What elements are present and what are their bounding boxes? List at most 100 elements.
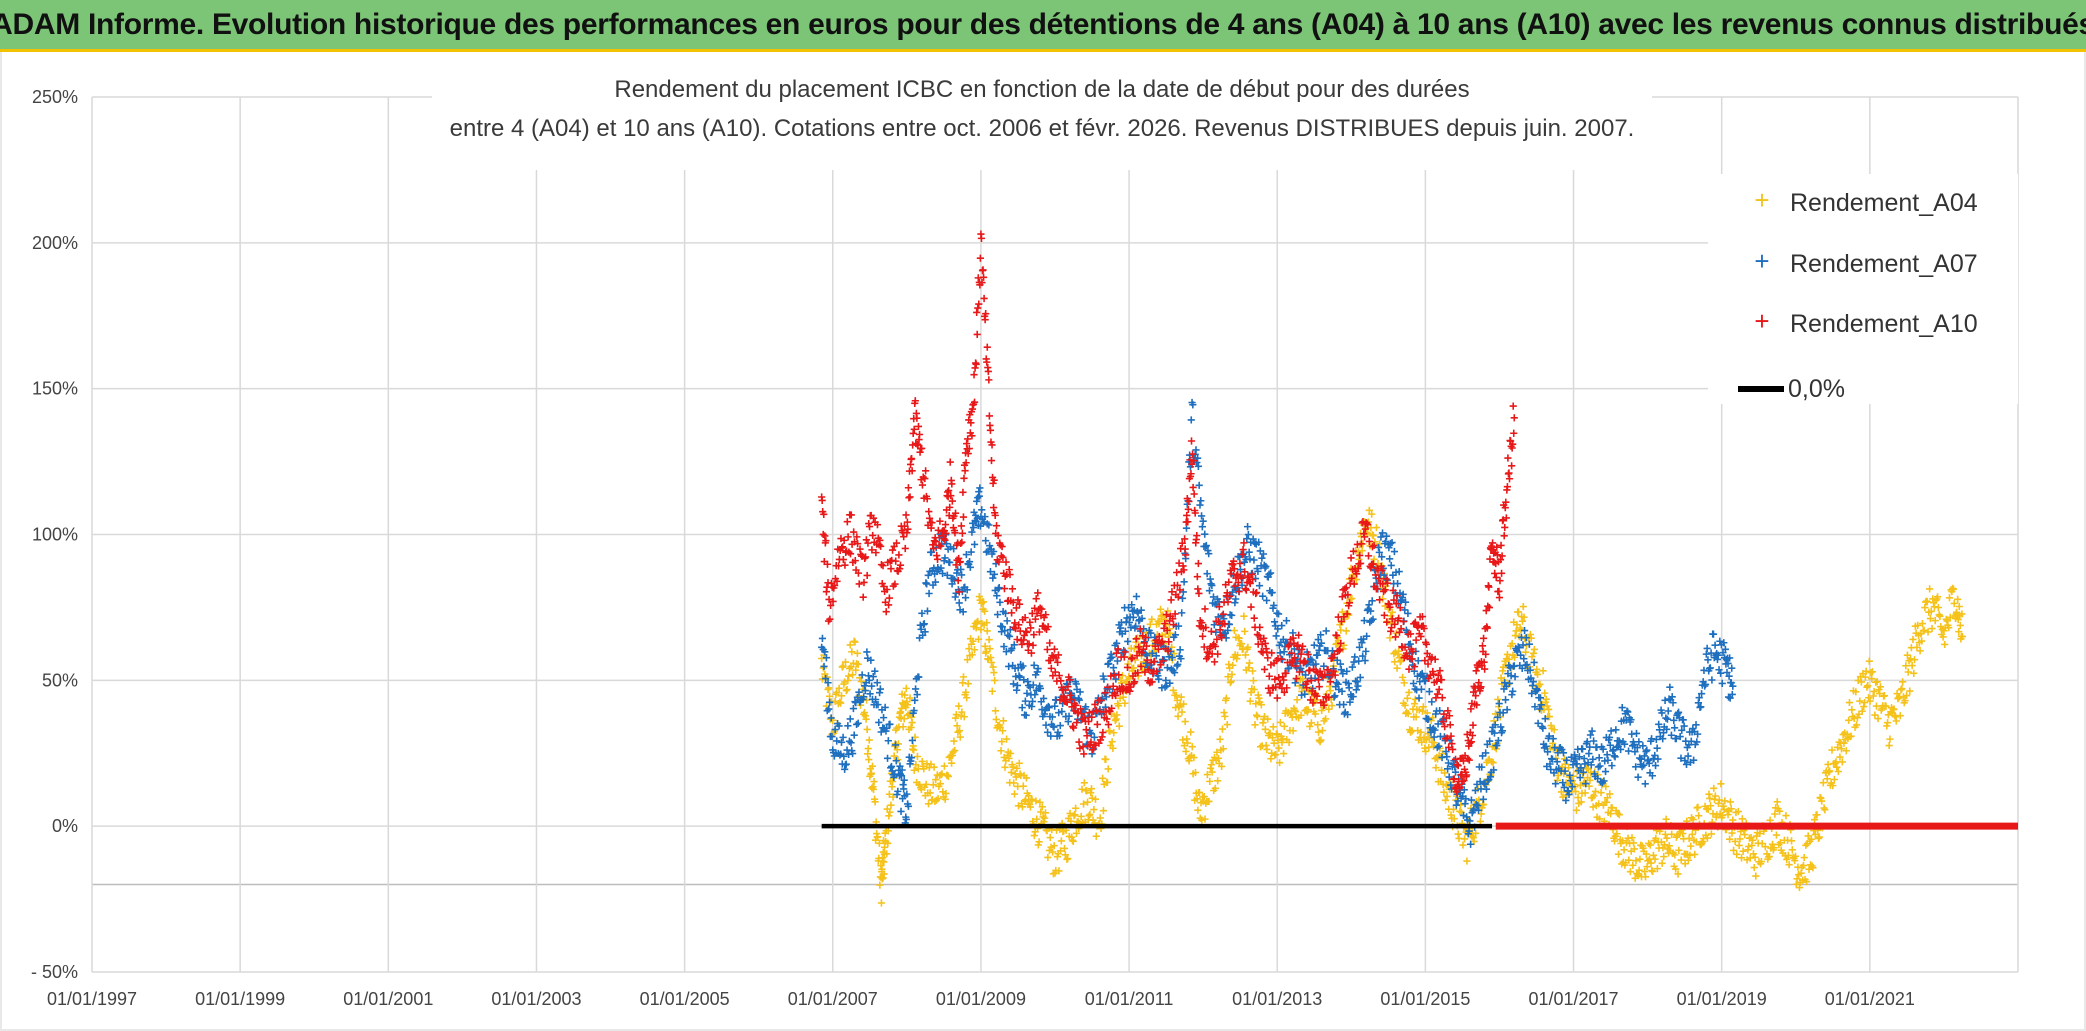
a04-point xyxy=(1635,866,1643,874)
a04-point xyxy=(1636,855,1644,863)
a07-point xyxy=(1462,795,1470,803)
a07-point xyxy=(1311,674,1319,682)
a10-point xyxy=(1433,677,1441,685)
a10-point xyxy=(1260,634,1268,642)
a07-point xyxy=(986,568,995,576)
a04-point xyxy=(1174,712,1182,720)
a07-point xyxy=(1178,609,1186,617)
a07-point xyxy=(1259,592,1267,600)
a07-point xyxy=(1428,698,1436,706)
a10-point xyxy=(1148,678,1156,686)
a10-point xyxy=(1368,543,1377,551)
a04-point xyxy=(1833,743,1842,752)
a07-point xyxy=(1050,723,1058,731)
a10-point xyxy=(987,456,996,465)
a10-point xyxy=(883,585,891,594)
a10-point xyxy=(911,397,919,405)
a10-point xyxy=(933,555,942,563)
a10-point xyxy=(919,473,927,481)
a04-point xyxy=(1274,736,1282,744)
a04-point xyxy=(1285,738,1293,746)
a10-point xyxy=(1091,700,1099,709)
a04-point xyxy=(1876,689,1884,698)
a07-point xyxy=(1478,763,1486,771)
a04-point xyxy=(1337,626,1345,634)
a04-point xyxy=(1787,837,1796,845)
a07-point xyxy=(1263,596,1271,605)
a04-point xyxy=(1651,855,1659,863)
a07-point xyxy=(1224,626,1232,635)
a07-point xyxy=(1168,653,1176,662)
a10-point xyxy=(990,503,998,512)
a04-point xyxy=(1099,807,1108,815)
a07-point xyxy=(1147,629,1155,637)
a07-point xyxy=(911,685,920,693)
a04-point xyxy=(1405,688,1413,697)
a10-point xyxy=(1242,586,1250,594)
a04-point xyxy=(846,641,854,649)
a07-point xyxy=(1436,707,1444,715)
a04-point xyxy=(1928,624,1936,633)
a04-point xyxy=(1009,763,1017,771)
a04-point xyxy=(1845,698,1854,707)
a04-point xyxy=(843,686,851,694)
a07-point xyxy=(1208,581,1216,589)
a10-point xyxy=(1282,669,1290,677)
a04-point xyxy=(955,727,964,735)
a07-point xyxy=(845,750,853,758)
a07-point xyxy=(1536,705,1544,713)
a04-point xyxy=(1069,837,1077,845)
a04-point xyxy=(1584,765,1592,773)
a04-point xyxy=(1800,853,1808,862)
a10-point xyxy=(892,539,901,547)
a04-point xyxy=(1902,662,1910,670)
a04-point xyxy=(1750,863,1758,872)
a04-point xyxy=(1230,626,1238,635)
a04-point xyxy=(1735,841,1743,850)
a10-point xyxy=(1449,745,1457,754)
a04-point xyxy=(1275,744,1283,752)
a07-point xyxy=(1697,690,1706,698)
a10-point xyxy=(861,553,870,561)
a04-point xyxy=(1618,837,1627,845)
a07-point xyxy=(1490,729,1499,737)
a10-point xyxy=(1454,762,1462,770)
a04-point xyxy=(870,777,878,786)
a04-point xyxy=(1818,797,1826,805)
a04-point xyxy=(1864,694,1873,702)
a04-point xyxy=(963,656,972,664)
a07-point xyxy=(1677,754,1685,762)
a04-point xyxy=(1091,795,1100,803)
a04-point xyxy=(1386,634,1394,642)
a07-point xyxy=(1641,780,1649,788)
a10-point xyxy=(1331,671,1339,679)
a04-point xyxy=(1826,767,1834,775)
a10-point xyxy=(955,554,963,563)
a10-point xyxy=(1264,654,1272,662)
a07-point xyxy=(1541,715,1549,723)
a10-point xyxy=(1356,551,1364,560)
a07-point xyxy=(1100,675,1108,683)
a07-point xyxy=(1505,679,1514,687)
a04-point xyxy=(942,789,950,798)
a07-point xyxy=(820,662,828,671)
a04-point xyxy=(1041,809,1050,817)
a04-point xyxy=(1087,785,1096,793)
a07-point xyxy=(1534,719,1542,727)
a07-point xyxy=(1009,680,1018,688)
a07-point xyxy=(982,548,991,556)
a10-point xyxy=(1173,581,1182,589)
a10-point xyxy=(891,580,899,588)
a04-point xyxy=(922,780,930,788)
a10-point xyxy=(1303,678,1311,686)
a10-point xyxy=(1069,724,1078,732)
a04-point xyxy=(940,762,949,770)
a10-point xyxy=(1046,656,1055,665)
y-tick-label: - 50% xyxy=(31,962,78,982)
a04-point xyxy=(952,710,960,719)
a10-point xyxy=(1104,683,1112,691)
a04-point xyxy=(1348,594,1356,603)
a10-point xyxy=(1202,623,1210,632)
a04-point xyxy=(1205,797,1213,806)
a07-point xyxy=(1002,648,1010,656)
